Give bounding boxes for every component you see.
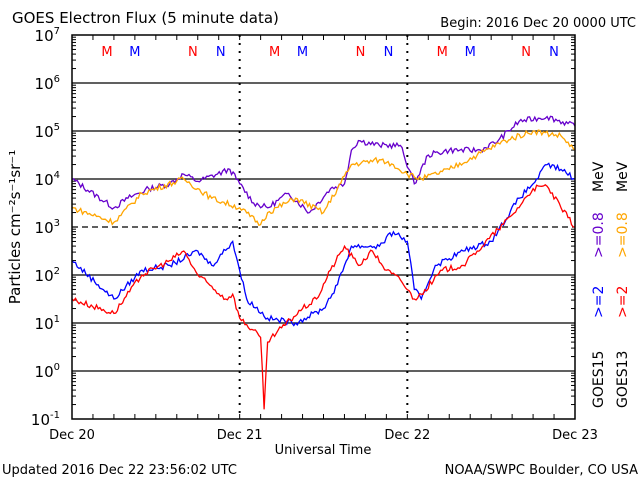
y-tick-label: 105 bbox=[35, 122, 60, 141]
legend-unit: MeV bbox=[591, 161, 607, 192]
y-tick-label: 103 bbox=[35, 218, 60, 237]
begin-time: Begin: 2016 Dec 20 0000 UTC bbox=[440, 16, 636, 31]
x-tick-label: Dec 20 bbox=[49, 428, 95, 443]
event-marker: M bbox=[269, 45, 280, 60]
y-tick-label: 100 bbox=[35, 362, 60, 381]
series-group bbox=[71, 115, 576, 410]
y-tick-labels: 107 106 105 104 103 102 101 100 10-1 bbox=[31, 26, 60, 429]
y-tick-label: 101 bbox=[35, 314, 60, 333]
chart-title: GOES Electron Flux (5 minute data) bbox=[12, 9, 279, 27]
x-tick-label: Dec 23 bbox=[552, 428, 598, 443]
x-axis-label: Universal Time bbox=[275, 443, 372, 458]
event-marker: N bbox=[384, 45, 394, 60]
event-marker: M bbox=[297, 45, 308, 60]
x-tick-label: Dec 21 bbox=[217, 428, 263, 443]
event-marker: N bbox=[356, 45, 366, 60]
legend-unit: MeV bbox=[615, 161, 631, 192]
legend-high-energy: >=0.8 bbox=[591, 212, 607, 258]
x-tick-label: Dec 22 bbox=[384, 428, 430, 443]
legend-satellite: GOES13 bbox=[615, 351, 631, 408]
y-tick-label: 104 bbox=[35, 170, 60, 189]
legend-high-energy: >=0.8 bbox=[615, 212, 631, 258]
event-marker: N bbox=[216, 45, 226, 60]
legend-satellite: GOES15 bbox=[591, 351, 607, 408]
y-tick-label: 106 bbox=[35, 74, 60, 93]
y-tick-label: 10-1 bbox=[31, 410, 60, 429]
event-marker: N bbox=[521, 45, 531, 60]
updated-text: Updated 2016 Dec 22 23:56:02 UTC bbox=[2, 463, 237, 478]
event-marker: N bbox=[188, 45, 198, 60]
event-marker: M bbox=[437, 45, 448, 60]
x-tick-labels: Dec 20 Dec 21 Dec 22 Dec 23 bbox=[49, 428, 598, 443]
source-text: NOAA/SWPC Boulder, CO USA bbox=[445, 463, 638, 478]
event-marker: M bbox=[101, 45, 112, 60]
y-axis-label: Particles cm⁻²s⁻¹sr⁻¹ bbox=[6, 150, 24, 304]
series-line-goes13-2-mev bbox=[71, 184, 575, 410]
legend-low-energy: >=2 bbox=[591, 286, 607, 318]
plot-frame bbox=[71, 34, 576, 420]
event-marker: N bbox=[549, 45, 559, 60]
series-line-goes15-2-mev bbox=[71, 162, 576, 327]
y-tick-label: 102 bbox=[35, 266, 60, 285]
legend: GOES15 >=2 >=0.8 MeV GOES13 >=2 >=0.8 MeV bbox=[591, 161, 631, 408]
event-marker: M bbox=[129, 45, 140, 60]
event-marker: M bbox=[465, 45, 476, 60]
legend-low-energy: >=2 bbox=[615, 286, 631, 318]
y-tick-label: 107 bbox=[35, 26, 60, 45]
series-line-goes13-0-8-mev bbox=[72, 129, 576, 227]
